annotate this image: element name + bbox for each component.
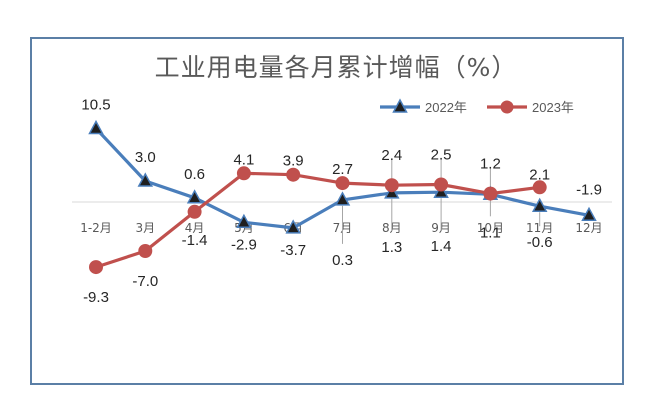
x-tick-label: 3月 [135,221,155,235]
data-point-2022 [334,191,351,206]
x-tick-label: 1-2月 [80,221,112,235]
data-label-2023: 1.2 [480,156,501,173]
series-line-2023 [95,171,540,269]
data-point-2022 [137,172,154,187]
data-point-2023 [335,176,350,191]
data-point-2023 [384,178,399,193]
data-label-2023: 2.7 [332,161,353,178]
x-tick-label: 4月 [185,221,205,235]
x-tick-label: 11月 [526,221,553,235]
data-point-2022 [236,213,252,229]
data-point-2023 [138,244,153,258]
data-label-2022: 1.4 [431,238,452,255]
legend-marker-2023 [500,100,514,114]
data-point-2022 [581,206,597,222]
data-point-2023 [483,186,498,201]
data-label-2022: 3.0 [135,149,156,166]
data-label-2022: 1.3 [381,239,402,256]
data-label-2023: -9.3 [83,289,109,306]
data-label-2023: 2.4 [381,147,402,164]
data-point-2023 [187,204,202,219]
data-point-2023 [89,260,103,275]
data-label-2022: -1.9 [576,181,602,198]
data-label-2023: 2.1 [529,166,550,183]
data-point-2022 [88,119,104,135]
x-tick-label: 10月 [477,221,504,235]
data-label-2022: -0.6 [527,234,553,251]
data-label-2022: -3.7 [280,242,306,259]
data-point-2023 [286,167,301,182]
data-label-2023: 4.1 [233,151,254,168]
data-label-2022: -2.9 [231,236,257,253]
data-point-2023 [236,166,251,181]
x-tick-label: 12月 [575,221,602,235]
data-label-2022: 0.6 [184,166,205,183]
data-point-2023 [532,180,547,195]
data-point-2022 [186,189,203,204]
data-label-2022: 0.3 [332,252,353,269]
data-label-2022: 10.5 [81,97,110,114]
chart-frame [30,37,624,385]
data-point-2022 [285,219,301,234]
data-label-2023: 2.5 [431,147,452,164]
data-point-2022 [531,197,548,212]
data-label-2022: 1.1 [480,224,501,241]
legend-marker-2022 [392,98,408,113]
legend-label-2022: 2022年 [425,100,467,115]
data-label-2023: 3.9 [283,153,304,170]
data-label-2023: -7.0 [132,273,158,290]
legend-label-2023: 2023年 [532,100,574,115]
chart-title: 工业用电量各月累计增幅（%） [154,53,518,82]
data-label-2023: -1.4 [182,232,208,249]
data-point-2023 [434,177,449,192]
